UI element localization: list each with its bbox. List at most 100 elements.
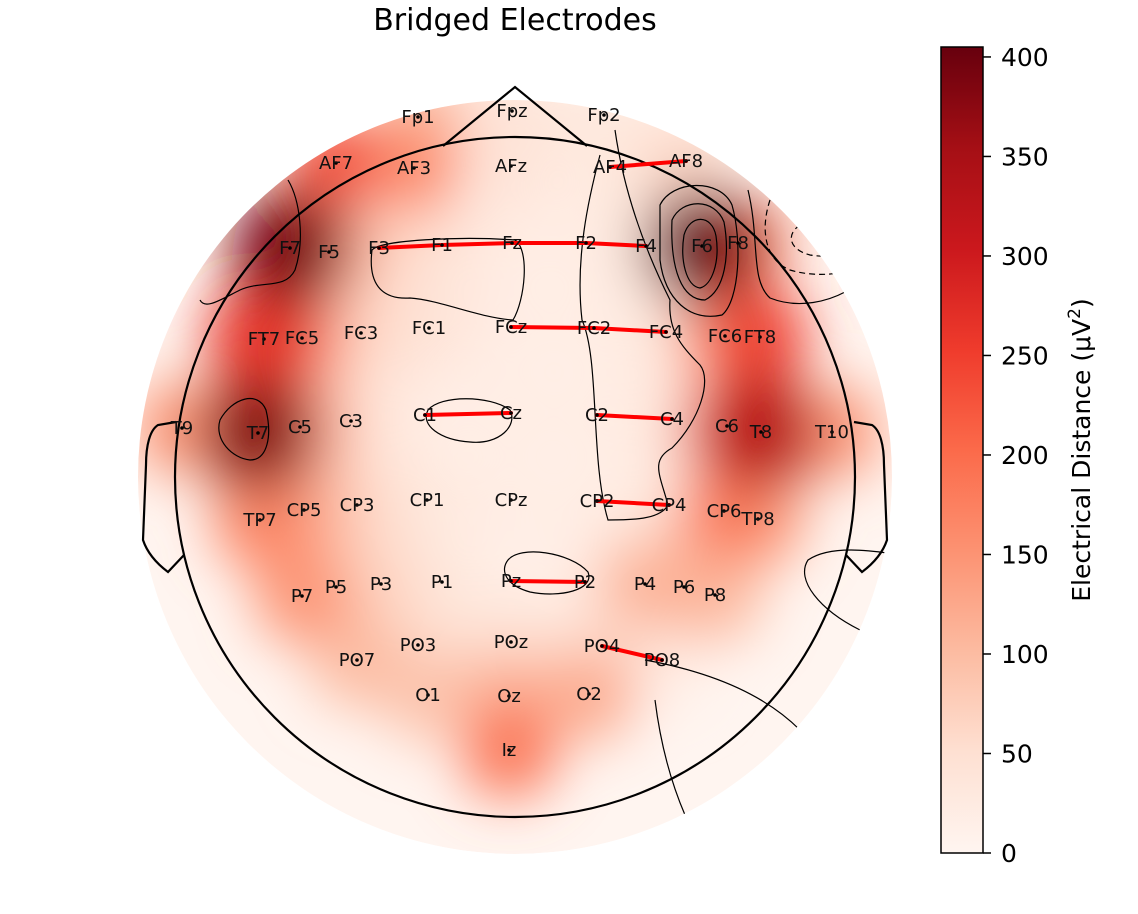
electrode-fc1: FC1 [412,318,446,339]
contour-line [370,237,525,321]
electrode-label: C5 [288,417,312,438]
electrode-dot [644,244,648,248]
electrode-afz: AFz [495,156,527,177]
electrode-label: C1 [413,405,437,426]
colorbar-gradient [940,46,984,854]
electrode-label: POz [494,632,528,653]
electrode-dot [602,113,606,117]
electrode-fc6: FC6 [708,326,742,347]
electrode-label: PO7 [339,650,375,671]
electrode-tp8: TP8 [740,509,774,530]
electrode-af4: AF4 [593,157,627,178]
electrode-dot [583,580,587,584]
electrode-dot [349,419,353,423]
contour-lines [199,129,892,816]
electrode-label: F6 [691,236,713,257]
electrode-dot [258,518,262,522]
electrode-fp2: Fp2 [587,105,620,126]
contour-line [654,699,686,816]
electrode-t8: T8 [749,422,772,443]
electrode-f8: F8 [727,233,749,254]
electrode-dot [736,241,740,245]
bridge-line-cp2-cp4 [595,499,671,507]
electrode-label: Iz [502,740,517,761]
electrode-label: P8 [704,585,726,606]
colorbar-tick-label: 400 [1001,43,1049,72]
contour-line [579,129,706,521]
electrode-dot [595,499,599,503]
electrode-dot [334,161,338,165]
colorbar-tick-label: 100 [1001,640,1049,669]
electrode-label: P1 [431,572,453,593]
electrode-dot [664,330,668,334]
electrode-p2: P2 [574,572,596,593]
electrode-dot [723,334,727,338]
electrode-dot [379,582,383,586]
colorbar-tick-label: 0 [1001,839,1017,868]
electrode-label: T7 [246,423,269,444]
electrode-dot [713,593,717,597]
electrode-fc5: FC5 [285,328,319,349]
electrode-dot [298,425,302,429]
electrode-cp3: CP3 [340,495,375,516]
electrode-label: P4 [634,574,656,595]
bridge-line-c2-c4 [595,413,674,421]
electrode-label: FC3 [344,323,378,344]
electrode-po3: PO3 [400,635,436,656]
electrode-label: PO4 [584,636,620,657]
electrode-af8: AF8 [669,151,703,172]
electrode-dot [667,503,671,507]
electrode-dot [412,166,416,170]
electrode-label: F4 [635,236,657,257]
electrode-dot [256,431,260,435]
electrode-dot [262,337,266,341]
electrode-label: CP4 [652,495,687,516]
electrode-dot [509,640,513,644]
electrode-c6: C6 [715,416,739,437]
electrode-cz: Cz [500,403,522,424]
electrode-label: FCz [495,317,527,338]
electrode-iz: Iz [502,740,517,761]
electrode-fc2: FC2 [577,318,611,339]
electrode-dot [584,241,588,245]
electrode-dot [684,159,688,163]
electrode-label: F2 [575,233,597,254]
electrode-dot [300,336,304,340]
electrode-dot [507,748,511,752]
electrode-dot [600,644,604,648]
electrode-label: C6 [715,416,739,437]
electrode-dot [759,430,763,434]
electrode-fz: Fz [502,233,522,254]
electrode-label: CP1 [410,490,445,511]
electrode-dot [355,658,359,662]
electrode-label: FT7 [248,329,280,350]
electrode-dot [643,582,647,586]
electrode-label: O2 [576,684,602,705]
electrode-label: FC5 [285,328,319,349]
electrode-dot [758,335,762,339]
electrode-af7: AF7 [319,153,353,174]
electrode-po8: PO8 [644,650,680,671]
electrode-label: Fp2 [587,105,620,126]
electrode-label: Fpz [496,101,527,122]
electrode-label: AF7 [319,153,353,174]
contour-line [671,203,727,301]
electrode-cp6: CP6 [707,501,742,522]
electrode-dot [587,692,591,696]
electrode-po7: PO7 [339,650,375,671]
electrode-t9: T9 [170,418,193,439]
bridge-lines [377,159,688,662]
electrode-t10: T10 [814,422,849,443]
electrode-o2: O2 [576,684,602,705]
electrode-dot [300,594,304,598]
electrode-label: FT8 [744,327,776,348]
bridge-line-f2-f4 [584,241,648,248]
electrode-f2: F2 [575,233,597,254]
chart-title: Bridged Electrodes [373,3,657,38]
electrode-label: P6 [673,577,695,598]
contour-line [503,551,590,595]
electrode-dot [359,331,363,335]
electrode-label: T10 [814,422,849,443]
electrode-label: CP3 [340,495,375,516]
contour-line [790,224,851,257]
